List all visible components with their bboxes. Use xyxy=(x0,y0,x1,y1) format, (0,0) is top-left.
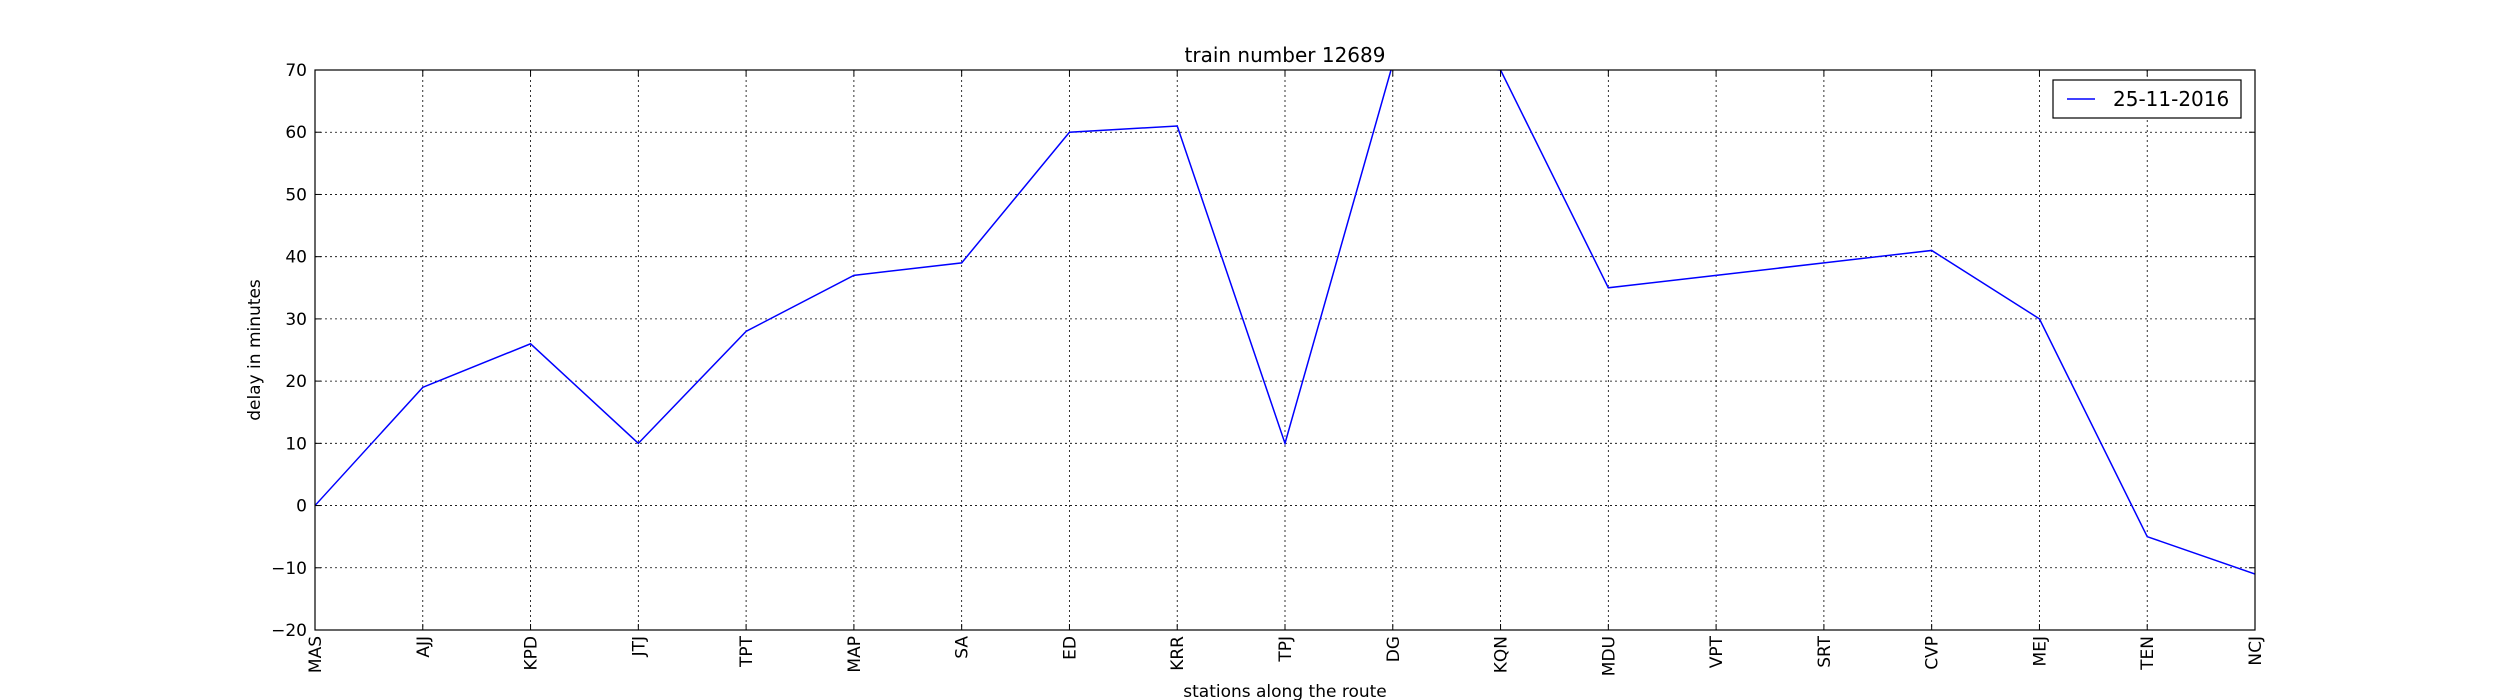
legend: 25-11-2016 xyxy=(2052,79,2242,119)
x-tick-label-krr: KRR xyxy=(1168,636,1188,671)
x-tick-label-srt: SRT xyxy=(1815,635,1835,667)
y-tick-label: 60 xyxy=(285,123,307,143)
y-tick-label: 20 xyxy=(285,372,307,392)
plot-area xyxy=(315,70,2255,575)
y-tick-label: 70 xyxy=(285,61,307,81)
y-tick-label: −20 xyxy=(271,621,307,641)
y-tick-label: 40 xyxy=(285,248,307,268)
x-tick-label-ed: ED xyxy=(1060,636,1080,660)
x-tick-label-ajj: AJJ xyxy=(414,636,434,658)
x-tick-label-map: MAP xyxy=(845,636,865,673)
x-tick-label-ncj: NCJ xyxy=(2246,636,2266,666)
x-tick-label-dg: DG xyxy=(1384,636,1404,662)
y-axis-title: delay in minutes xyxy=(245,279,265,421)
x-axis-title: stations along the route xyxy=(1183,682,1387,700)
legend-label-25-11-2016: 25-11-2016 xyxy=(2113,87,2229,111)
x-tick-label-tpt: TPT xyxy=(737,635,757,668)
x-tick-label-kpd: KPD xyxy=(522,636,542,671)
y-tick-label: 50 xyxy=(285,185,307,205)
y-tick-label: 10 xyxy=(285,434,307,454)
x-tick-label-sa: SA xyxy=(953,636,973,659)
x-tick-label-jtj: JTJ xyxy=(629,636,649,657)
series-line-25-11-2016 xyxy=(315,70,2255,575)
x-tick-label-mdu: MDU xyxy=(1599,636,1619,676)
x-tick-label-tpj: TPJ xyxy=(1276,636,1296,663)
y-tick-label: 30 xyxy=(285,310,307,330)
y-tick-label: 0 xyxy=(296,497,307,517)
x-tick-label-cvp: CVP xyxy=(1923,636,1943,670)
x-tick-label-kqn: KQN xyxy=(1492,636,1512,673)
x-tick-label-mas: MAS xyxy=(306,636,326,673)
x-tick-label-ten: TEN xyxy=(2138,636,2158,671)
x-tick-label-mej: MEJ xyxy=(2030,636,2050,666)
y-tick-label: −10 xyxy=(271,559,307,579)
x-tick-label-vpt: VPT xyxy=(1707,635,1727,668)
axes: MAS AJJ KPD JTJ TPT MAP SA ED KRR TPJ DG KQN MDU VPT S… xyxy=(271,61,2266,676)
chart-title: train number 12689 xyxy=(1185,43,1386,67)
